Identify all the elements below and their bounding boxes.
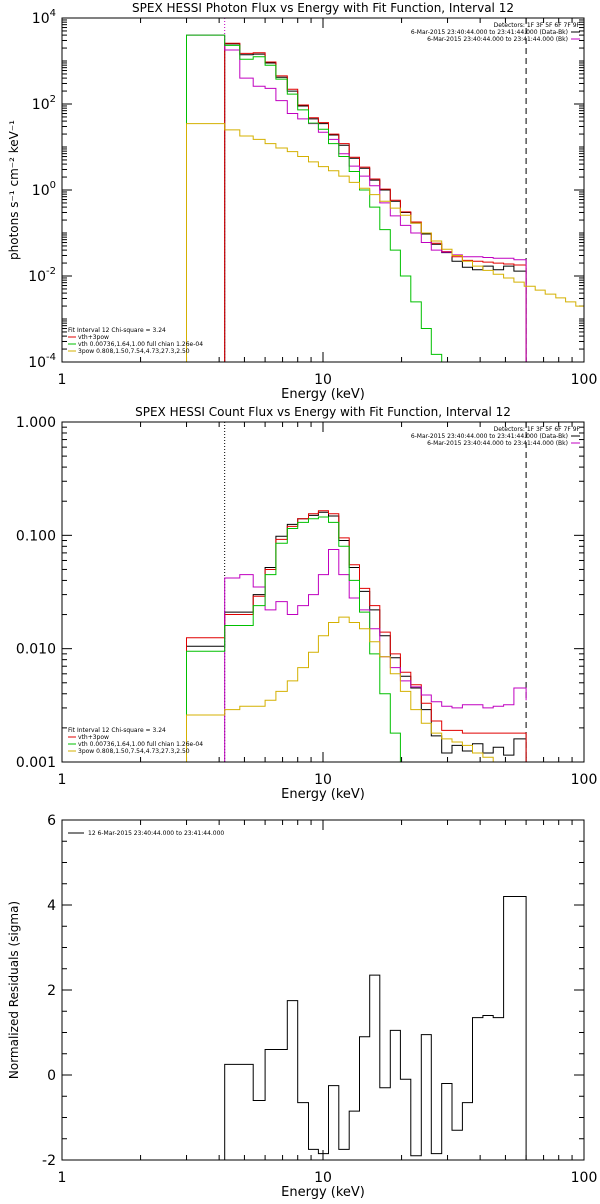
series-group	[224, 896, 527, 1160]
legend-entry: Fit Interval 12 Chi-square = 3.24	[68, 727, 166, 734]
y-tick-label: -2	[42, 1153, 56, 1169]
y-axis-label: Normalized Residuals (sigma)	[7, 901, 21, 1079]
series-group	[186, 34, 584, 362]
plot-frame	[61, 421, 585, 763]
legend-entry: vth+3pow	[78, 334, 109, 341]
y-tick-label: 0.010	[16, 642, 56, 658]
chart-title: SPEX HESSI Photon Flux vs Energy with Fi…	[132, 1, 514, 15]
series-data	[186, 511, 527, 762]
legend-entry: 3pow 0.808,1.50,7.54,4.73,27.3,2.50	[78, 348, 190, 355]
y-tick-label: 4	[47, 898, 56, 914]
series-powerlaw	[186, 616, 504, 762]
y-tick-label: 104	[32, 8, 56, 27]
detectors-label: Detectors: 1F 3F 5F 6F 7F 9F	[494, 22, 581, 29]
legend-entry: 12 6-Mar-2015 23:40:44.000 to 23:41:44.0…	[88, 830, 224, 837]
y-tick-exponent: -2	[46, 266, 56, 277]
time-range-label: 6-Mar-2015 23:40:44.000 to 23:41:44.000 …	[411, 433, 568, 440]
y-tick-base: 10	[32, 97, 50, 113]
y-tick-label: 0.100	[16, 528, 56, 544]
y-axis-label: photons s⁻¹ cm⁻² keV⁻¹	[7, 120, 21, 260]
y-tick-label: 10-4	[28, 352, 56, 371]
series-powerlaw	[186, 123, 584, 362]
series-total_fit	[186, 510, 527, 762]
y-tick-exponent: 4	[50, 8, 56, 19]
y-tick-base: 10	[32, 11, 50, 27]
x-axis-label: Energy (keV)	[281, 787, 365, 802]
y-tick-label: 1.000	[16, 415, 56, 431]
y-tick-exponent: 0	[50, 180, 56, 191]
series-background	[224, 549, 527, 762]
chart-panel-3: 1 10 100 -2 0 2 4 6 Energy (keV) Normalized Resid…	[7, 813, 597, 1200]
x-axis-label: Energy (keV)	[281, 387, 365, 402]
time-range-label: 6-Mar-2015 23:40:44.000 to 23:41:44.000 …	[427, 36, 568, 43]
y-tick-label: 100	[32, 180, 56, 199]
y-tick-base: 10	[28, 269, 46, 285]
chart-panel-2: SPEX HESSI Count Flux vs Energy with Fit…	[16, 405, 597, 802]
y-tick-label: 102	[32, 94, 56, 113]
series-data	[224, 43, 527, 362]
series-total_fit	[224, 42, 527, 362]
legend-entry: vth 0.00736,1.64,1.00 full chian 1.26e-0…	[78, 341, 203, 348]
series-group	[186, 510, 527, 762]
y-tick-label: 2	[47, 983, 56, 999]
y-tick-label: 0.001	[16, 755, 56, 771]
x-tick-label: 10	[314, 772, 332, 788]
legend-entry: 3pow 0.808,1.50,7.54,4.73,27.3,2.50	[78, 748, 190, 755]
legend-entry: vth+3pow	[78, 734, 109, 741]
x-tick-label: 100	[571, 372, 598, 388]
y-tick-label: 0	[47, 1068, 56, 1084]
chart-panel-1: SPEX HESSI Photon Flux vs Energy with Fi…	[7, 1, 597, 402]
plot-frame	[61, 819, 585, 1161]
chart-title: SPEX HESSI Count Flux vs Energy with Fit…	[135, 405, 511, 419]
y-tick-base: 10	[32, 183, 50, 199]
time-range-label: 6-Mar-2015 23:40:44.000 to 23:41:44.000 …	[427, 440, 568, 447]
series-thermal	[186, 516, 411, 762]
x-tick-label: 10	[314, 1170, 332, 1186]
legend-entry: vth 0.00736,1.64,1.00 full chian 1.26e-0…	[78, 741, 203, 748]
y-tick-exponent: -4	[46, 352, 56, 363]
x-tick-label: 1	[58, 372, 67, 388]
detectors-label: Detectors: 1F 3F 5F 6F 7F 9F	[494, 426, 581, 433]
x-tick-label: 100	[571, 1170, 598, 1186]
y-tick-label: 10-2	[28, 266, 56, 285]
x-tick-label: 10	[314, 372, 332, 388]
x-tick-label: 1	[58, 772, 67, 788]
y-tick-label: 6	[47, 813, 56, 829]
series-thermal	[186, 34, 443, 362]
series-residuals	[224, 896, 527, 1160]
y-tick-exponent: 2	[50, 94, 56, 105]
series-background	[186, 34, 527, 362]
y-tick-base: 10	[28, 355, 46, 371]
legend-entry: Fit Interval 12 Chi-square = 3.24	[68, 327, 166, 334]
plot-frame	[61, 17, 585, 363]
x-axis-label: Energy (keV)	[281, 1185, 365, 1200]
x-tick-label: 1	[58, 1170, 67, 1186]
time-range-label: 6-Mar-2015 23:40:44.000 to 23:41:44.000 …	[411, 29, 568, 36]
x-tick-label: 100	[571, 772, 598, 788]
